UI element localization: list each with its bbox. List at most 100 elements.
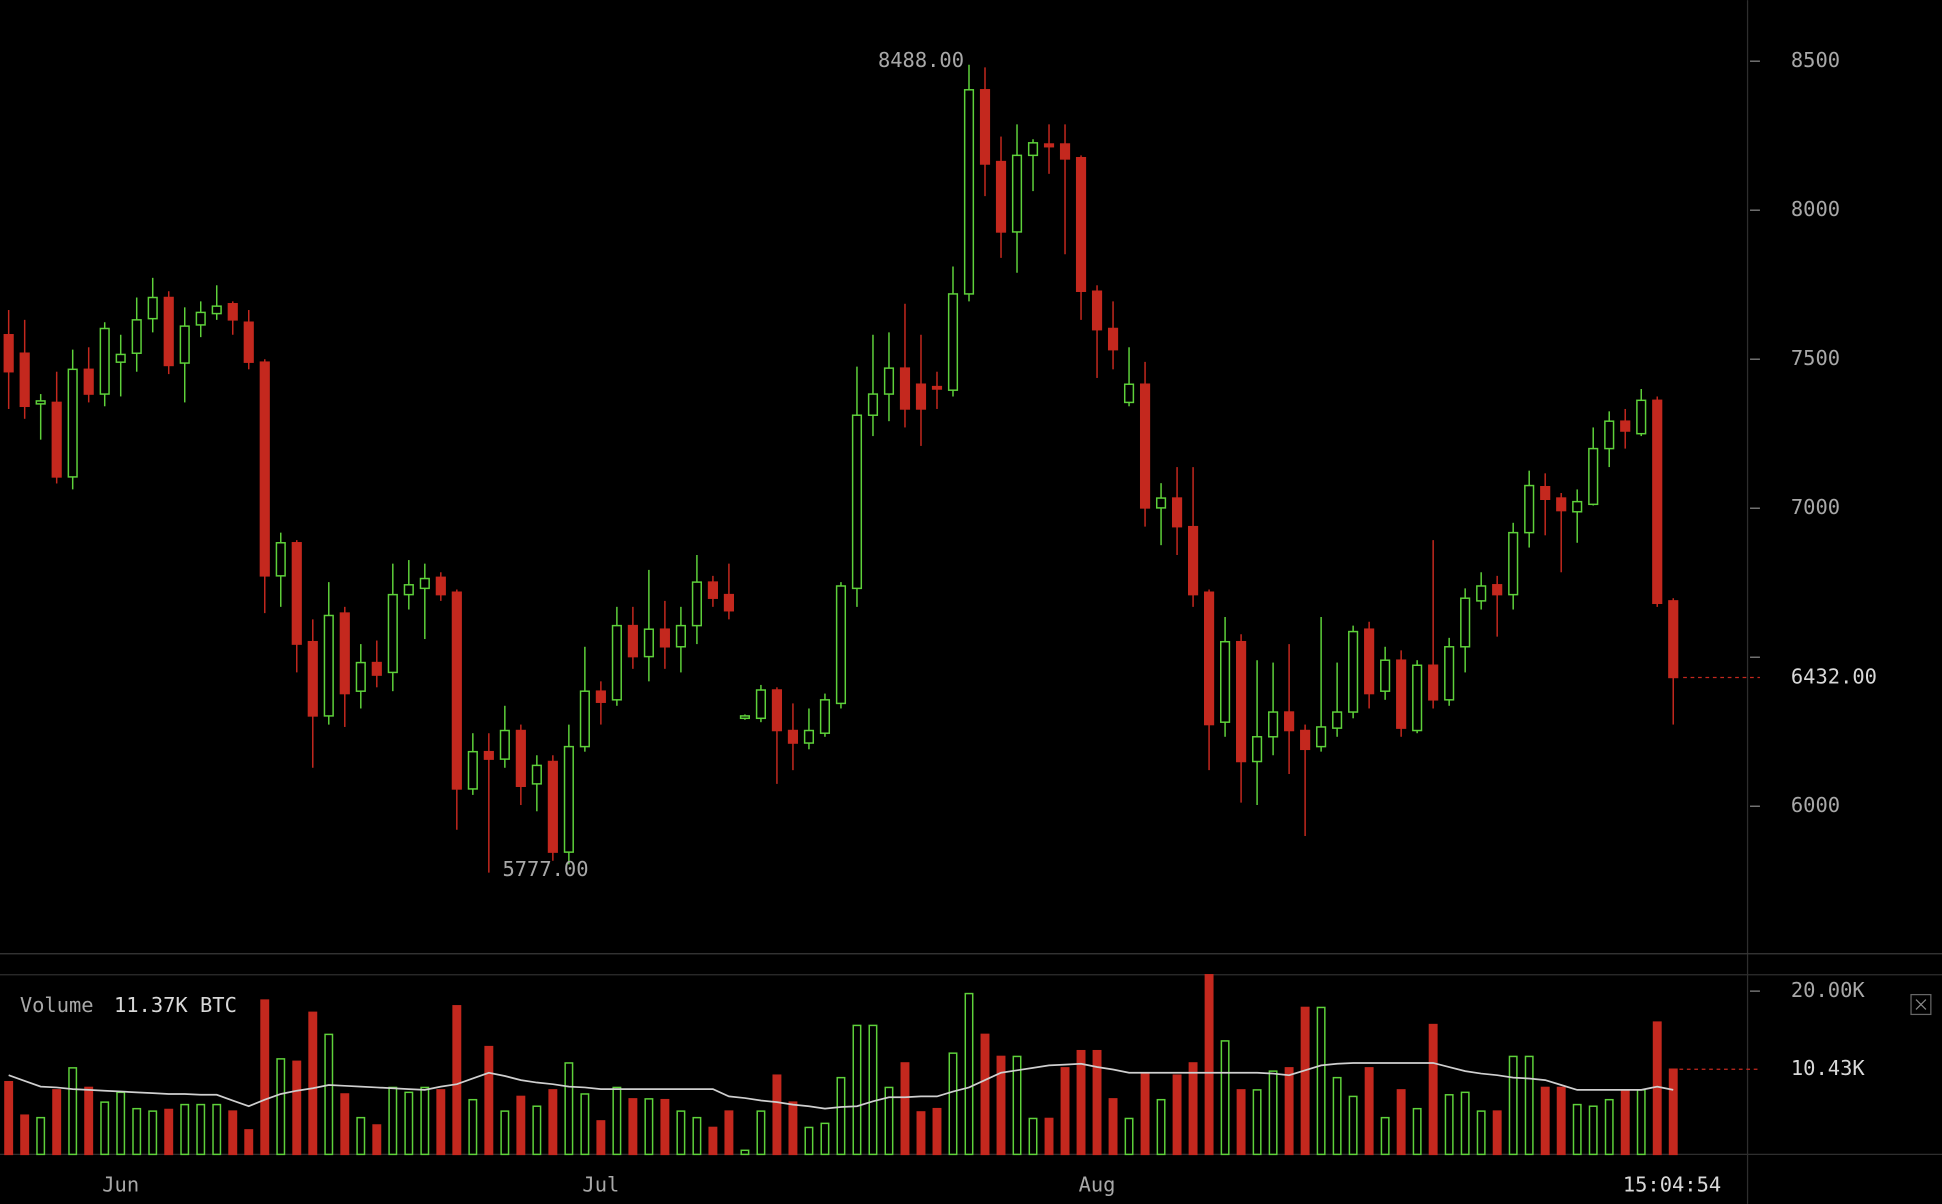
volume-bar (1092, 1049, 1102, 1156)
candle-body (1027, 142, 1039, 157)
candle-body (179, 325, 190, 364)
volume-bar (308, 1011, 318, 1156)
volume-bar (1444, 1094, 1454, 1156)
candle-body (1300, 729, 1311, 751)
candle-body (131, 319, 142, 354)
volume-bar (1028, 1117, 1038, 1156)
candle-body (499, 729, 510, 760)
volume-bar (292, 1060, 302, 1156)
y-tick-label: 8500 (1791, 48, 1840, 72)
volume-bar (1124, 1117, 1134, 1156)
volume-bar (164, 1108, 174, 1156)
volume-bar (100, 1101, 110, 1156)
y-tick-label: 8000 (1791, 197, 1840, 221)
candle-body (1556, 497, 1567, 512)
volume-bar (20, 1114, 30, 1156)
volume-legend-value: 11.37K BTC (114, 993, 237, 1017)
candle-body (1428, 664, 1439, 701)
candle-body (691, 581, 702, 627)
volume-bar (196, 1103, 206, 1156)
volume-bar (1492, 1110, 1502, 1156)
volume-bar (420, 1086, 430, 1156)
candle-body (547, 760, 558, 853)
candle-body (1091, 290, 1103, 331)
volume-bar (1284, 1067, 1294, 1156)
candle-body (1636, 399, 1647, 435)
volume-bar (372, 1124, 382, 1156)
candle-body (35, 400, 46, 405)
candle-body (531, 764, 542, 785)
volume-ma (8, 1062, 1674, 1110)
high-label: 8488.00 (878, 48, 964, 72)
volume-bar (932, 1107, 942, 1156)
volume-bar (692, 1116, 702, 1156)
candle-body (1187, 525, 1199, 596)
volume-bar (132, 1107, 142, 1156)
candle-body (51, 401, 62, 478)
volume-bar (868, 1024, 878, 1156)
candle-body (67, 368, 78, 478)
volume-bar (260, 999, 270, 1156)
candle-body (1139, 383, 1151, 509)
volume-bar (148, 1110, 158, 1156)
volume-bar (628, 1098, 638, 1156)
volume-bar (1236, 1089, 1246, 1156)
volume-bar (324, 1033, 334, 1156)
volume-bar (1476, 1110, 1486, 1156)
volume-bar (980, 1033, 990, 1156)
volume-bar (916, 1111, 926, 1156)
candle-body (1059, 143, 1071, 160)
volume-bar (1332, 1076, 1342, 1156)
candle-body (563, 745, 574, 853)
candle-body (323, 614, 334, 717)
candle-body (227, 303, 238, 321)
y-tick-label: 20.00K (1791, 978, 1865, 1002)
candle-body (627, 624, 638, 658)
close-box[interactable] (1910, 993, 1932, 1016)
volume-bar (180, 1103, 190, 1156)
volume-bar (1588, 1105, 1598, 1156)
volume-bar (1540, 1086, 1550, 1156)
volume-bar (1220, 1040, 1230, 1156)
volume-bar (1268, 1070, 1278, 1156)
candle-body (867, 393, 879, 416)
candle-body (3, 334, 14, 373)
candle-body (1460, 597, 1471, 648)
volume-bar (1348, 1095, 1358, 1156)
candle-body (83, 368, 94, 395)
candle-body (1204, 591, 1215, 726)
candle-body (243, 321, 254, 363)
volume-bar (548, 1089, 558, 1156)
volume-title: Volume (20, 993, 94, 1017)
volume-bar (1044, 1117, 1054, 1156)
volume-bar (340, 1093, 350, 1156)
candle-body (483, 750, 494, 760)
candle-body (1620, 420, 1631, 432)
candle-body (787, 729, 799, 744)
candle-body (643, 628, 654, 658)
y-tick-label: 7500 (1791, 346, 1840, 370)
volume-bar (644, 1098, 654, 1156)
candle-body (707, 581, 718, 599)
volume-bar (1012, 1055, 1022, 1156)
candle-body (19, 352, 30, 408)
volume-bar (4, 1080, 14, 1156)
candle-body (515, 729, 526, 787)
close-icon[interactable] (1915, 999, 1927, 1010)
volume-bar (564, 1062, 574, 1156)
candle-body (771, 689, 783, 732)
volume-bar (948, 1052, 958, 1156)
candle-body (1236, 640, 1247, 763)
volume-bar (660, 1098, 670, 1156)
candle-body (595, 690, 606, 703)
candle-body (1588, 447, 1599, 506)
candle-body (1524, 484, 1535, 534)
volume-bar (1636, 1089, 1646, 1156)
volume-bar (852, 1024, 862, 1156)
volume-bar (1300, 1006, 1310, 1156)
candle-body (211, 305, 222, 315)
close-button[interactable] (1910, 993, 1932, 1016)
volume-bar (836, 1076, 846, 1156)
volume-bar (1316, 1006, 1326, 1156)
volume-bar (388, 1086, 398, 1156)
